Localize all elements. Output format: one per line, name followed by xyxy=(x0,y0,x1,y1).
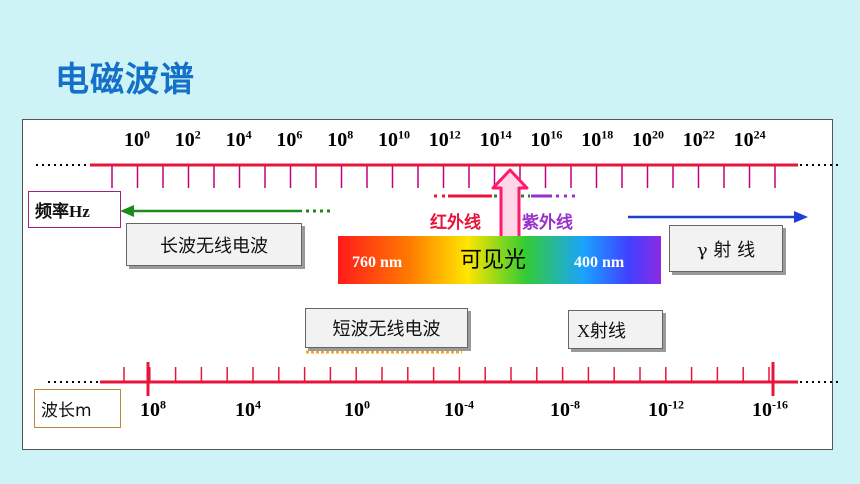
spectrum-400nm-label: 400 nm xyxy=(574,254,625,271)
wavelength-ticks xyxy=(123,367,770,382)
frequency-tick-label: 1010 xyxy=(378,127,410,151)
infrared-label: 红外线 xyxy=(430,213,481,233)
frequency-tick-label: 1024 xyxy=(733,127,766,151)
frequency-ticks xyxy=(111,165,776,188)
gamma-arrowhead xyxy=(794,211,808,223)
frequency-tick-label: 1022 xyxy=(682,127,715,151)
page-title: 电磁波谱 xyxy=(55,60,195,100)
long-wave-radio-box: 长波无线电波 xyxy=(126,223,302,266)
spectrum-760nm-label: 760 nm xyxy=(352,254,403,271)
frequency-tick-label: 1018 xyxy=(581,127,614,151)
frequency-tick-label: 108 xyxy=(327,127,354,151)
long-wave-arrowhead xyxy=(120,205,134,217)
wavelength-tick-label: 104 xyxy=(235,397,261,421)
wavelength-tick-label: 10-12 xyxy=(648,397,684,421)
frequency-tick-label: 1014 xyxy=(479,127,512,151)
frequency-tick-label: 1016 xyxy=(530,127,563,151)
visible-light-label: 可见光 xyxy=(460,248,527,273)
frequency-tick-label: 100 xyxy=(124,127,150,151)
frequency-tick-label: 104 xyxy=(225,127,252,151)
wavelength-tick-label: 100 xyxy=(344,397,370,421)
wavelength-tick-label: 10-4 xyxy=(444,397,474,421)
frequency-tick-label: 102 xyxy=(174,127,201,151)
wavelength-tick-label: 10-16 xyxy=(752,397,788,421)
wavelength-tick-label: 10-8 xyxy=(550,397,580,421)
xray-box: X射线 xyxy=(568,310,663,349)
visible-spectrum-bar: 760 nm 可见光 400 nm xyxy=(338,236,661,284)
wavelength-tick-label: 108 xyxy=(140,397,166,421)
gamma-ray-box: γ 射 线 xyxy=(669,225,783,272)
short-wave-radio-box: 短波无线电波 xyxy=(305,308,468,348)
frequency-tick-label: 1020 xyxy=(632,127,664,151)
frequency-tick-label: 106 xyxy=(276,127,303,151)
ultraviolet-label: 紫外线 xyxy=(522,213,573,233)
frequency-tick-label: 1012 xyxy=(428,127,461,151)
wavelength-axis-label: 波长m xyxy=(34,389,121,428)
frequency-axis-label: 频率Hz xyxy=(28,191,121,228)
